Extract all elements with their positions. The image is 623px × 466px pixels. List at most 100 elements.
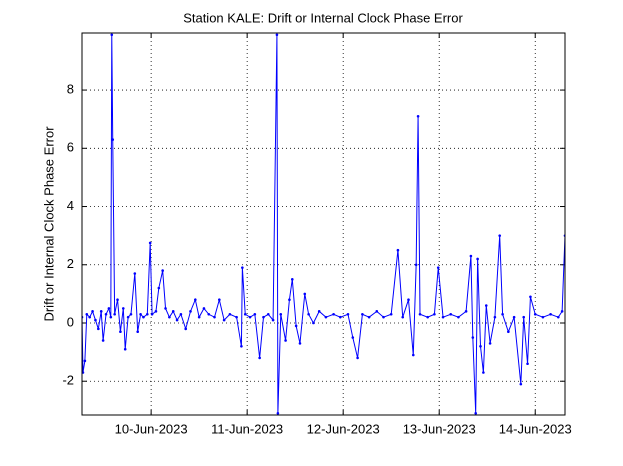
data-point [484, 304, 488, 307]
data-point [83, 359, 87, 363]
data-point [493, 315, 497, 319]
data-point [549, 312, 552, 316]
data-point [351, 336, 355, 339]
data-point [194, 298, 197, 302]
data-point [288, 298, 291, 302]
data-point [240, 344, 243, 348]
data-point [241, 266, 244, 269]
data-point [471, 336, 475, 339]
data-point [382, 315, 385, 319]
data-point [298, 342, 302, 345]
data-point [414, 263, 418, 267]
data-point [507, 330, 510, 334]
data-point [375, 310, 379, 313]
data-point [474, 411, 477, 415]
data-point [157, 286, 161, 290]
chart-title: Station KALE: Drift or Internal Clock Ph… [183, 10, 463, 25]
data-point [88, 315, 91, 319]
data-point [529, 295, 532, 299]
data-point [85, 312, 89, 316]
data-point [279, 312, 283, 316]
data-point [101, 339, 105, 342]
data-point [324, 315, 328, 319]
data-point [457, 315, 460, 319]
data-point [228, 312, 232, 316]
y-axis-label: Drift or Internal Clock Phase Error [41, 126, 56, 322]
data-point [396, 248, 400, 252]
data-point [253, 312, 257, 316]
data-point [145, 312, 149, 316]
data-point [416, 114, 420, 118]
data-point [411, 353, 415, 357]
data-point [469, 254, 473, 258]
data-point [317, 310, 321, 313]
data-point [476, 257, 479, 261]
data-point [222, 318, 226, 322]
data-point [303, 292, 307, 296]
data-point [82, 371, 85, 374]
data-point [312, 321, 315, 325]
data-point [248, 315, 252, 319]
data-point [97, 327, 100, 331]
data-point [129, 312, 133, 316]
data-point [109, 315, 113, 319]
y-tick-label: -2 [62, 373, 74, 388]
data-point [133, 272, 137, 275]
data-point [213, 315, 216, 319]
data-point [243, 312, 247, 316]
data-point [99, 310, 103, 313]
data-point [175, 318, 179, 322]
y-tick-label: 4 [67, 198, 74, 213]
data-point [139, 312, 142, 316]
data-point [154, 310, 158, 313]
x-tick-label: 11-Jun-2023 [211, 421, 283, 436]
data-point [189, 310, 192, 313]
data-point [426, 315, 429, 319]
x-tick-label: 13-Jun-2023 [403, 421, 476, 436]
data-point [202, 307, 206, 310]
data-point [401, 315, 405, 319]
data-point [501, 312, 504, 316]
data-point [512, 315, 516, 319]
data-point [346, 312, 350, 316]
data-point [436, 266, 440, 269]
data-point [519, 382, 523, 386]
x-tick-label: 14-Jun-2023 [499, 421, 572, 436]
data-point [433, 312, 436, 316]
data-point [479, 344, 482, 348]
data-point [367, 315, 371, 319]
data-point [113, 312, 116, 316]
data-point [107, 307, 111, 310]
data-point [111, 138, 115, 141]
data-point [276, 411, 280, 415]
data-point [123, 347, 127, 351]
data-point [258, 356, 261, 360]
data-point [307, 312, 310, 316]
y-tick-label: 2 [67, 256, 74, 271]
data-point [161, 269, 164, 272]
data-point [168, 315, 171, 319]
y-tick-label: 8 [67, 82, 74, 97]
data-point [560, 310, 564, 313]
data-point [197, 315, 201, 319]
data-point [104, 312, 108, 316]
data-point [207, 312, 211, 316]
data-point [150, 312, 154, 316]
y-tick-label: 0 [67, 314, 74, 329]
y-tick-label: 6 [67, 140, 74, 155]
data-point [275, 33, 279, 37]
data-point [126, 315, 130, 319]
data-point [142, 315, 145, 319]
data-point [522, 315, 526, 319]
plot-frame [81, 32, 566, 416]
data-point [136, 330, 139, 334]
data-point [164, 307, 167, 310]
data-point [407, 298, 410, 302]
data-point [290, 278, 294, 281]
data-point [533, 312, 537, 316]
data-point [235, 315, 238, 319]
data-point [449, 312, 453, 316]
data-point [110, 33, 114, 37]
data-point [218, 298, 221, 302]
